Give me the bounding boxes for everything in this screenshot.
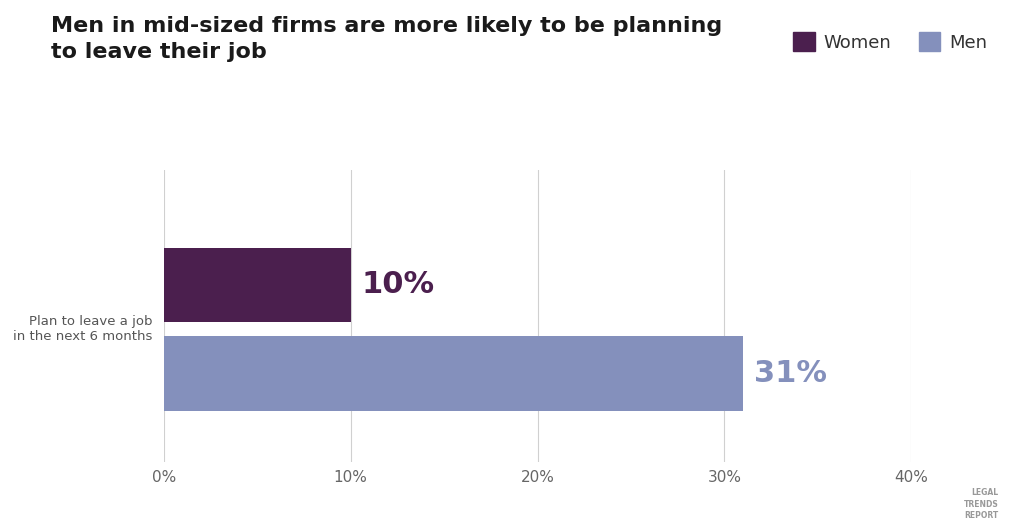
Bar [164, 248, 350, 322]
Bar [164, 336, 743, 410]
Text: LEGAL
TRENDS
REPORT: LEGAL TRENDS REPORT [964, 488, 998, 520]
Text: 10%: 10% [361, 270, 435, 299]
Text: Men in mid-sized firms are more likely to be planning
to leave their job: Men in mid-sized firms are more likely t… [51, 16, 723, 62]
Legend: Women, Men: Women, Men [785, 25, 994, 59]
Text: 31%: 31% [755, 359, 827, 388]
